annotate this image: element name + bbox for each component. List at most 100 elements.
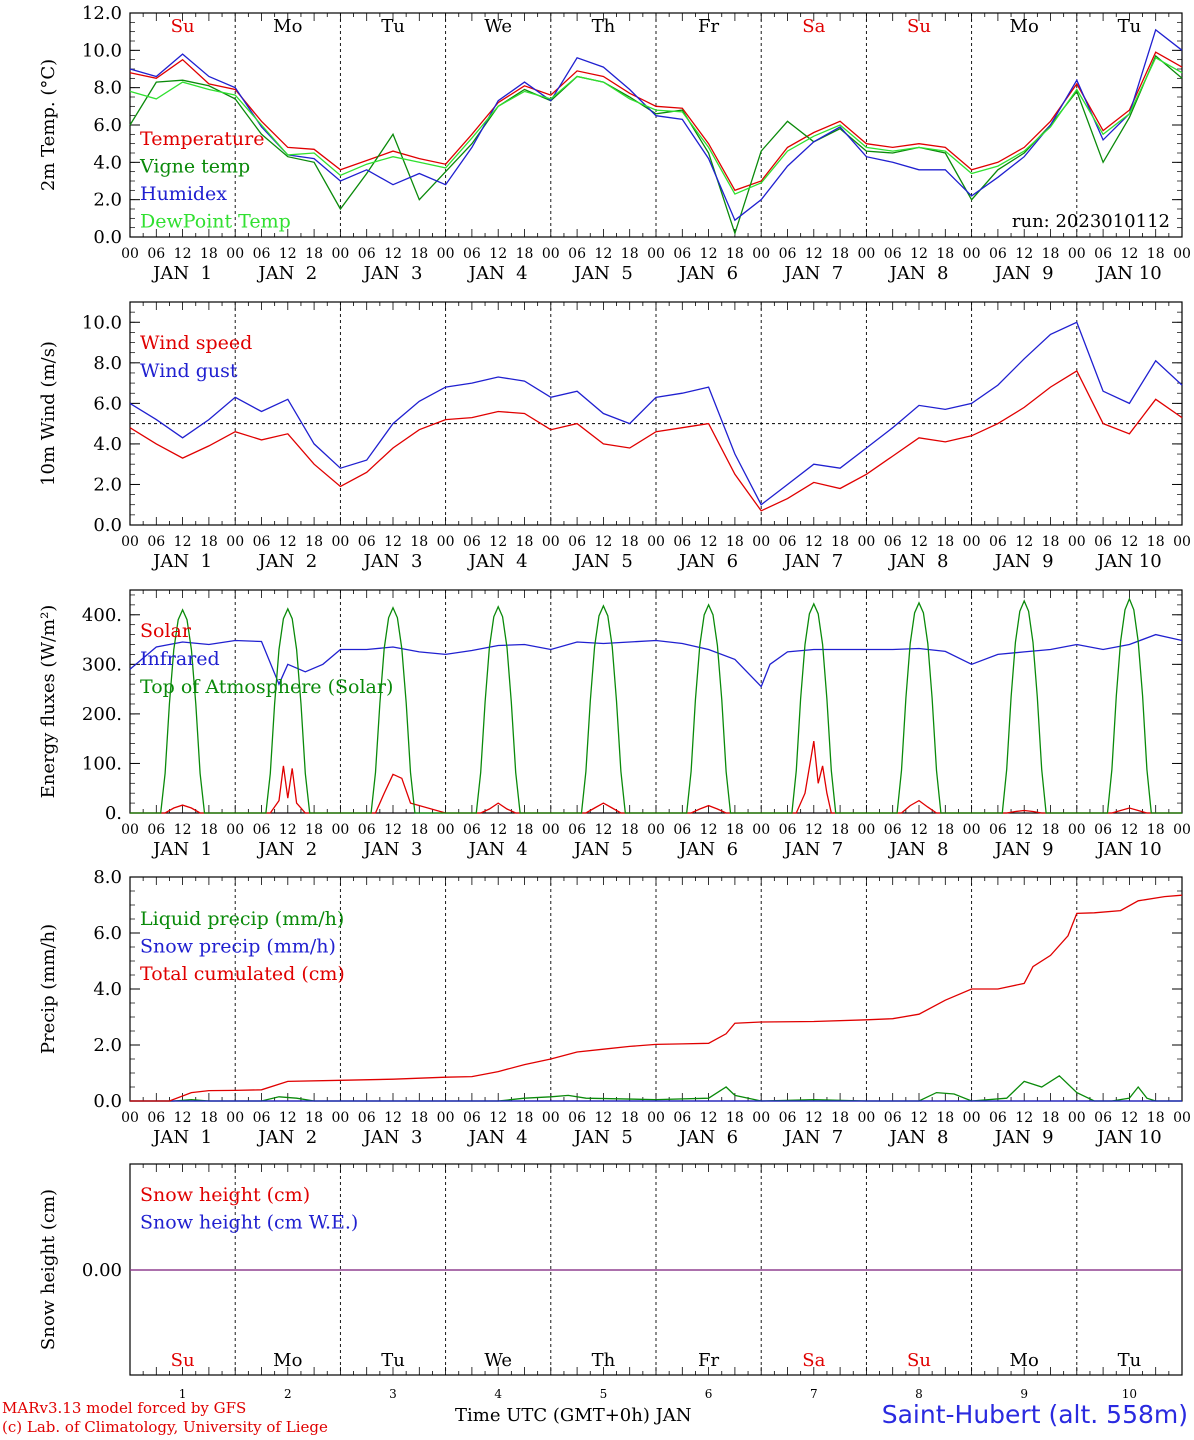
y-tick-label: 0.0 bbox=[93, 515, 122, 536]
y-tick-label: 100. bbox=[82, 753, 122, 774]
hour-tick-label: 18 bbox=[621, 246, 639, 262]
hour-tick-label: 06 bbox=[463, 246, 481, 262]
hour-tick-label: 00 bbox=[121, 822, 139, 838]
date-label: JAN 3 bbox=[362, 551, 423, 572]
hour-tick-label: 06 bbox=[673, 1110, 691, 1126]
date-label: JAN 2 bbox=[256, 839, 317, 860]
hour-tick-label: 06 bbox=[884, 1110, 902, 1126]
series-line-temperature bbox=[129, 51, 1183, 192]
y-axis-label: 10m Wind (m/s) bbox=[38, 341, 59, 486]
y-tick-label: 2.0 bbox=[93, 190, 122, 211]
date-label: JAN 4 bbox=[467, 1127, 528, 1148]
hour-tick-label: 18 bbox=[410, 246, 428, 262]
hour-tick-label: 06 bbox=[358, 534, 376, 550]
hour-tick-label: 06 bbox=[358, 246, 376, 262]
hour-tick-label: 06 bbox=[568, 822, 586, 838]
hour-tick-label: 12 bbox=[489, 246, 507, 262]
hour-tick-label: 18 bbox=[621, 822, 639, 838]
date-label: JAN 9 bbox=[993, 839, 1054, 860]
weekday-label: Su bbox=[171, 1350, 195, 1371]
hour-tick-label: 12 bbox=[384, 1110, 402, 1126]
hour-tick-label: 00 bbox=[963, 1110, 981, 1126]
y-tick-label: 300. bbox=[82, 654, 122, 675]
y-tick-label: 2.0 bbox=[93, 474, 122, 495]
weekday-label: Mo bbox=[1010, 16, 1039, 37]
hour-tick-label: 06 bbox=[1094, 822, 1112, 838]
hour-tick-label: 12 bbox=[805, 1110, 823, 1126]
series-line-wind-gust bbox=[129, 321, 1183, 506]
y-axis-label: Precip (mm/h) bbox=[38, 924, 59, 1054]
y-tick-label: 200. bbox=[82, 704, 122, 725]
hour-tick-label: 18 bbox=[831, 246, 849, 262]
hour-tick-label: 12 bbox=[805, 822, 823, 838]
weekday-label: We bbox=[484, 16, 512, 37]
weekday-label: Th bbox=[592, 16, 616, 37]
hour-tick-label: 06 bbox=[463, 822, 481, 838]
hour-tick-label: 00 bbox=[437, 822, 455, 838]
hour-tick-label: 18 bbox=[1147, 246, 1165, 262]
run-label: run: 2023010112 bbox=[1012, 211, 1170, 232]
hour-tick-label: 06 bbox=[147, 822, 165, 838]
hour-tick-label: 18 bbox=[516, 246, 534, 262]
hour-tick-label: 12 bbox=[594, 822, 612, 838]
hour-tick-label: 18 bbox=[200, 246, 218, 262]
hour-tick-label: 06 bbox=[358, 822, 376, 838]
panel-2: 10m Wind (m/s) bbox=[38, 301, 1183, 526]
date-label: JAN 5 bbox=[572, 839, 633, 860]
hour-tick-label: 18 bbox=[1147, 1110, 1165, 1126]
hour-tick-label: 12 bbox=[384, 822, 402, 838]
hour-tick-label: 18 bbox=[936, 822, 954, 838]
legend-entry: DewPoint Temp bbox=[140, 211, 291, 233]
date-label: JAN 3 bbox=[362, 1127, 423, 1148]
day-number-label: 4 bbox=[494, 1387, 502, 1401]
hour-tick-label: 00 bbox=[121, 1110, 139, 1126]
hour-tick-label: 18 bbox=[726, 1110, 744, 1126]
hour-tick-label: 06 bbox=[147, 246, 165, 262]
hour-tick-label: 18 bbox=[305, 1110, 323, 1126]
hour-tick-label: 06 bbox=[779, 246, 797, 262]
hour-tick-label: 00 bbox=[647, 1110, 665, 1126]
y-tick-label: 8.0 bbox=[93, 353, 122, 374]
hour-tick-label: 00 bbox=[1173, 534, 1191, 550]
y-axis-label: Energy fluxes (W/m²) bbox=[38, 605, 59, 799]
hour-tick-label: 00 bbox=[857, 534, 875, 550]
date-label: JAN 6 bbox=[677, 263, 738, 284]
day-number-label: 9 bbox=[1020, 1387, 1028, 1401]
hour-tick-label: 06 bbox=[779, 1110, 797, 1126]
hour-tick-label: 00 bbox=[226, 246, 244, 262]
date-label: JAN 4 bbox=[467, 263, 528, 284]
hour-tick-label: 12 bbox=[910, 534, 928, 550]
date-label: JAN 6 bbox=[677, 839, 738, 860]
hour-tick-label: 18 bbox=[1147, 534, 1165, 550]
legend-entry: Wind gust bbox=[140, 360, 238, 382]
plot-frame bbox=[129, 301, 1183, 526]
weekday-label: Mo bbox=[273, 16, 302, 37]
hour-tick-label: 18 bbox=[1042, 534, 1060, 550]
hour-tick-label: 00 bbox=[226, 822, 244, 838]
hour-tick-label: 00 bbox=[752, 1110, 770, 1126]
hour-tick-label: 12 bbox=[1015, 1110, 1033, 1126]
hour-tick-label: 00 bbox=[226, 534, 244, 550]
y-tick-label: 6.0 bbox=[93, 923, 122, 944]
legend-entry: Wind speed bbox=[140, 332, 252, 354]
legend-entry: Humidex bbox=[140, 183, 227, 205]
hour-tick-label: 18 bbox=[1147, 822, 1165, 838]
weekday-label: Fr bbox=[698, 16, 719, 37]
hour-tick-label: 12 bbox=[279, 1110, 297, 1126]
date-label: JAN 9 bbox=[993, 551, 1054, 572]
hour-tick-label: 12 bbox=[594, 534, 612, 550]
hour-tick-label: 18 bbox=[200, 1110, 218, 1126]
hour-tick-label: 06 bbox=[568, 534, 586, 550]
day-number-label: 5 bbox=[600, 1387, 608, 1401]
weekday-label: Su bbox=[171, 16, 195, 37]
hour-tick-label: 06 bbox=[568, 1110, 586, 1126]
hour-tick-label: 18 bbox=[936, 1110, 954, 1126]
hour-tick-label: 18 bbox=[1042, 1110, 1060, 1126]
hour-tick-label: 06 bbox=[779, 534, 797, 550]
date-label: JAN 10 bbox=[1095, 839, 1162, 860]
hour-tick-label: 12 bbox=[1015, 246, 1033, 262]
hour-tick-label: 00 bbox=[437, 1110, 455, 1126]
hour-tick-label: 18 bbox=[621, 534, 639, 550]
hour-tick-label: 00 bbox=[963, 822, 981, 838]
plot-frame bbox=[129, 12, 1183, 238]
